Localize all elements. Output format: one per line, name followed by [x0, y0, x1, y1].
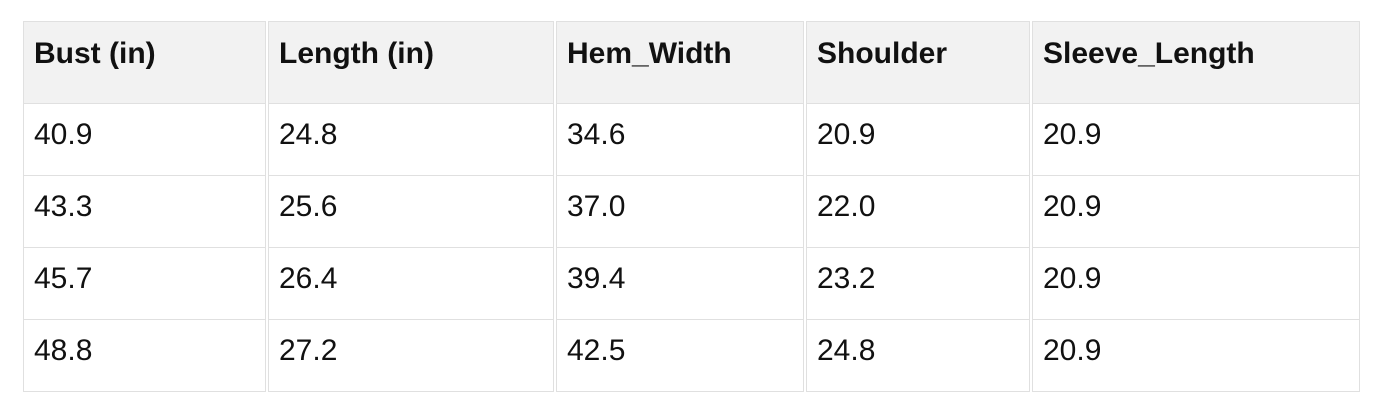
table-cell: 43.3	[23, 176, 266, 248]
table-cell: 45.7	[23, 248, 266, 320]
table-row: 43.3 25.6 37.0 22.0 20.9	[23, 176, 1360, 248]
header-row: Bust (in) Length (in) Hem_Width Shoulder…	[23, 21, 1360, 104]
table-cell: 20.9	[1032, 104, 1360, 176]
column-header-bust: Bust (in)	[23, 21, 266, 104]
size-chart-table: Bust (in) Length (in) Hem_Width Shoulder…	[21, 21, 1362, 392]
table-cell: 24.8	[268, 104, 554, 176]
table-cell: 27.2	[268, 320, 554, 392]
table-row: 40.9 24.8 34.6 20.9 20.9	[23, 104, 1360, 176]
table-cell: 48.8	[23, 320, 266, 392]
table-cell: 20.9	[1032, 248, 1360, 320]
column-header-hem-width: Hem_Width	[556, 21, 804, 104]
table-cell: 20.9	[1032, 320, 1360, 392]
table-cell: 24.8	[806, 320, 1030, 392]
table-cell: 25.6	[268, 176, 554, 248]
table-row: 45.7 26.4 39.4 23.2 20.9	[23, 248, 1360, 320]
table-cell: 39.4	[556, 248, 804, 320]
column-header-shoulder: Shoulder	[806, 21, 1030, 104]
column-header-length: Length (in)	[268, 21, 554, 104]
table-cell: 40.9	[23, 104, 266, 176]
table-cell: 26.4	[268, 248, 554, 320]
table-row: 48.8 27.2 42.5 24.8 20.9	[23, 320, 1360, 392]
table-cell: 34.6	[556, 104, 804, 176]
table-cell: 42.5	[556, 320, 804, 392]
table-cell: 20.9	[1032, 176, 1360, 248]
table-cell: 23.2	[806, 248, 1030, 320]
table-cell: 20.9	[806, 104, 1030, 176]
column-header-sleeve-length: Sleeve_Length	[1032, 21, 1360, 104]
table-cell: 22.0	[806, 176, 1030, 248]
table-cell: 37.0	[556, 176, 804, 248]
